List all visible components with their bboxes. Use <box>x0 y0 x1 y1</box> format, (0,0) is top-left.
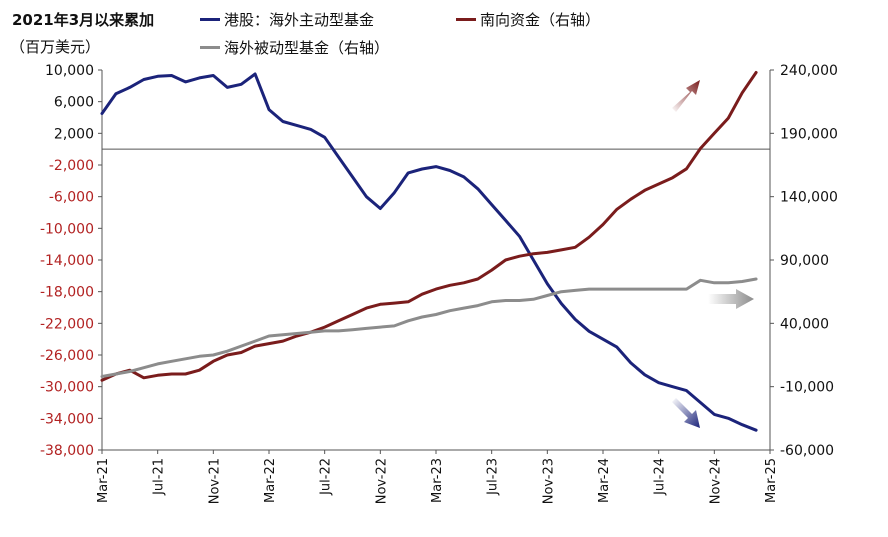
x-tick-label: Nov-21 <box>207 458 222 504</box>
left-tick-label: -38,000 <box>40 443 94 459</box>
left-tick-label: 2,000 <box>54 126 94 142</box>
active-funds-line <box>100 72 758 432</box>
x-tick-label: Mar-22 <box>263 458 278 503</box>
x-tick-label: Mar-24 <box>597 458 612 503</box>
left-tick-label: -18,000 <box>40 285 94 301</box>
x-tick-label: Mar-25 <box>764 458 779 503</box>
x-tick-label: Nov-24 <box>708 458 723 504</box>
right-tick-label: 90,000 <box>780 253 829 269</box>
left-tick-label: 6,000 <box>54 95 94 111</box>
southbound-line <box>100 71 758 382</box>
x-tick-label: Nov-23 <box>541 458 556 504</box>
right-tick-label: -10,000 <box>780 380 834 396</box>
flat-trend-arrow <box>708 289 754 309</box>
passive-funds-line <box>100 277 758 378</box>
right-tick-label: -60,000 <box>780 443 834 459</box>
right-tick-label: 190,000 <box>780 126 838 142</box>
chart-title: 2021年3月以来累加 <box>12 11 155 29</box>
left-tick-label: -30,000 <box>40 380 94 396</box>
right-tick-label: 40,000 <box>780 316 829 332</box>
left-tick-label: -6,000 <box>49 190 94 206</box>
x-tick-label: Jul-21 <box>152 458 167 496</box>
x-tick-label: Nov-22 <box>374 458 389 504</box>
legend-label-southbound: 南向资金（右轴） <box>480 11 601 29</box>
legend-swatch-southbound <box>456 18 476 21</box>
left-tick-label: -34,000 <box>40 411 94 427</box>
legend-swatch-active-funds <box>200 18 220 21</box>
left-tick-label: -22,000 <box>40 316 94 332</box>
right-tick-label: 240,000 <box>780 63 838 79</box>
down-trend-arrow <box>672 398 700 428</box>
x-tick-label: Jul-22 <box>319 458 334 496</box>
left-tick-label: -26,000 <box>40 348 94 364</box>
legend-item-passive-funds: 海外被动型基金（右轴） <box>200 37 389 58</box>
unit-label: （百万美元） <box>10 38 101 56</box>
x-tick-label: Mar-21 <box>96 458 111 503</box>
x-tick-label: Jul-23 <box>486 458 501 496</box>
left-tick-label: 10,000 <box>45 63 94 79</box>
right-tick-label: 140,000 <box>780 190 838 206</box>
left-tick-label: -14,000 <box>40 253 94 269</box>
legend-label-passive-funds: 海外被动型基金（右轴） <box>224 39 390 57</box>
up-trend-arrow <box>672 80 700 112</box>
legend-label-active-funds: 港股：海外主动型基金 <box>224 11 375 29</box>
left-tick-label: -2,000 <box>49 158 94 174</box>
x-tick-label: Mar-23 <box>430 458 445 503</box>
left-tick-label: -10,000 <box>40 221 94 237</box>
legend-item-southbound: 南向资金（右轴） <box>456 9 600 30</box>
legend-item-active-funds: 港股：海外主动型基金 <box>200 9 374 30</box>
x-tick-label: Jul-24 <box>653 458 668 496</box>
legend-swatch-passive-funds <box>200 46 220 49</box>
